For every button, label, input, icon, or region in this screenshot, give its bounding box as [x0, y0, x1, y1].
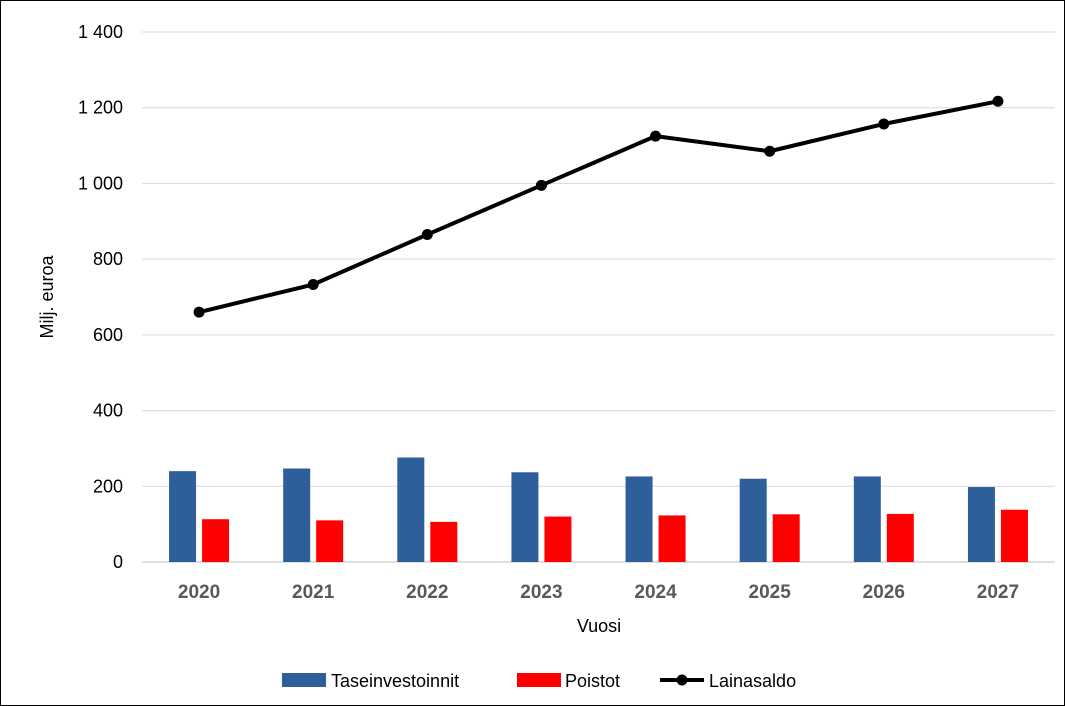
line-lainasaldo: [198, 99, 999, 315]
legend-swatch-taseinvestoinnit: [282, 673, 326, 687]
y-tick-label: 600: [93, 325, 123, 345]
bar-taseinvestoinnit-2021: [283, 468, 311, 562]
gridlines: [142, 31, 1055, 563]
legend-label-lainasaldo: Lainasaldo: [709, 671, 796, 691]
bar-poistot-2022: [430, 521, 458, 562]
line-series: [193, 95, 1004, 318]
point-lainasaldo-2027: [992, 95, 1004, 107]
point-lainasaldo-2024: [650, 130, 662, 142]
y-tick-label: 200: [93, 476, 123, 496]
legend: Taseinvestoinnit Poistot Lainasaldo: [282, 671, 796, 691]
y-tick-label: 1 000: [78, 173, 123, 193]
bar-taseinvestoinnit-2025: [739, 478, 767, 562]
bar-poistot-2027: [1000, 509, 1028, 562]
x-tick-label: 2024: [634, 582, 677, 603]
x-tick-label: 2023: [520, 582, 562, 603]
legend-marker-lainasaldo: [676, 674, 688, 686]
x-axis-title: Vuosi: [577, 616, 621, 636]
bar-poistot-2020: [202, 519, 230, 562]
point-lainasaldo-2021: [307, 279, 319, 291]
legend-label-poistot: Poistot: [565, 671, 620, 691]
point-lainasaldo-2022: [421, 229, 433, 241]
bar-taseinvestoinnit-2023: [511, 472, 539, 562]
y-axis-ticks: 0 200 400 600 800 1 000 1 200 1 400: [78, 22, 123, 572]
bar-poistot-2025: [772, 514, 800, 562]
legend-label-taseinvestoinnit: Taseinvestoinnit: [331, 671, 459, 691]
x-tick-label: 2025: [749, 582, 792, 603]
y-tick-label: 0: [113, 552, 123, 572]
x-tick-label: 2021: [292, 582, 335, 603]
point-lainasaldo-2025: [764, 145, 776, 157]
x-tick-label: 2022: [406, 582, 448, 603]
point-lainasaldo-2023: [535, 179, 547, 191]
point-lainasaldo-2026: [878, 118, 890, 130]
bars: [169, 457, 1028, 562]
x-tick-label: 2020: [178, 582, 220, 603]
point-lainasaldo-2020: [193, 306, 205, 318]
bar-taseinvestoinnit-2024: [625, 476, 653, 562]
bar-poistot-2026: [886, 513, 914, 562]
x-tick-label: 2026: [863, 582, 905, 603]
x-tick-label: 2027: [977, 582, 1019, 603]
bar-poistot-2021: [316, 520, 344, 562]
y-tick-label: 800: [93, 249, 123, 269]
bar-taseinvestoinnit-2026: [853, 476, 881, 562]
y-tick-label: 1 400: [78, 22, 123, 42]
y-tick-label: 1 200: [78, 98, 123, 118]
legend-swatch-poistot: [517, 673, 561, 687]
bar-taseinvestoinnit-2027: [967, 487, 995, 562]
x-axis-ticks: 2020 2021 2022 2023 2024 2025 2026 2027: [178, 582, 1019, 603]
y-axis-title: Milj. euroa: [37, 254, 57, 338]
bar-poistot-2023: [544, 516, 572, 562]
y-tick-label: 400: [93, 401, 123, 421]
bar-poistot-2024: [658, 515, 686, 562]
bar-taseinvestoinnit-2022: [397, 457, 425, 562]
bar-taseinvestoinnit-2020: [169, 471, 197, 562]
